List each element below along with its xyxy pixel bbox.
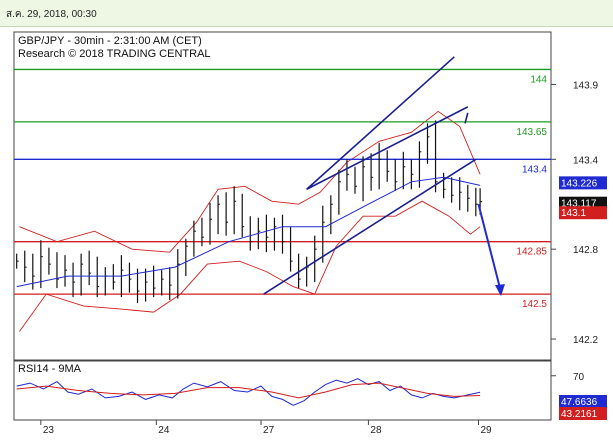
level-label-142-85: 142.85	[516, 247, 547, 258]
x-tick-label: 29	[481, 425, 493, 436]
channel-line	[263, 158, 477, 295]
rsi-line	[16, 378, 481, 406]
rsi-value-tag-label: 47.6636	[561, 397, 598, 408]
level-label-143-4: 143.4	[522, 164, 547, 175]
forecast-arrow-line	[477, 203, 501, 289]
timestamp-label: ส.ค. 29, 2018, 00:30	[6, 9, 97, 20]
level-label-143-65: 143.65	[516, 127, 547, 138]
chart-subtitle: Research © 2018 TRADING CENTRAL	[18, 48, 211, 60]
price-tag	[559, 206, 607, 220]
price-panel-frame	[13, 31, 552, 361]
rsi-ma-line	[16, 382, 481, 399]
price-tag-label: 143.117	[561, 199, 597, 210]
x-tick-label: 24	[158, 425, 170, 436]
moving-average-line	[16, 176, 481, 288]
channel-line	[306, 106, 469, 190]
chart-title: GBP/JPY - 30min - 2:31:00 AM (CET)	[18, 35, 202, 47]
forecast-arrowhead	[494, 284, 505, 297]
rsi-value-tag	[559, 395, 607, 408]
price-tag-label: 143.226	[561, 178, 598, 189]
rsi-title: RSI14 - 9MA	[18, 363, 82, 375]
price-y-tick-label: 143.4	[573, 155, 598, 166]
price-y-tick-label: 142.2	[573, 335, 598, 346]
channel-line-upper	[306, 56, 455, 190]
upper-band-line	[19, 110, 481, 253]
channel-line	[464, 112, 469, 124]
level-label-144: 144	[530, 74, 547, 85]
rsi-value-tag	[559, 407, 607, 420]
lower-band-line	[19, 200, 481, 332]
price-y-tick-label: 143.9	[573, 80, 598, 91]
header-bar: ส.ค. 29, 2018, 00:30	[0, 0, 613, 27]
x-tick-label: 23	[43, 425, 55, 436]
price-tag-label: 143.1	[561, 208, 586, 219]
price-tag	[559, 176, 607, 190]
x-tick-label: 28	[370, 425, 382, 436]
price-y-tick-label: 142.8	[573, 245, 598, 256]
level-label-142-5: 142.5	[522, 299, 547, 310]
rsi-y-tick-label: 70	[573, 372, 585, 383]
rsi-value-tag-label: 43.2161	[561, 409, 598, 420]
x-tick-label: 27	[263, 425, 275, 436]
rsi-panel-frame	[13, 360, 552, 421]
